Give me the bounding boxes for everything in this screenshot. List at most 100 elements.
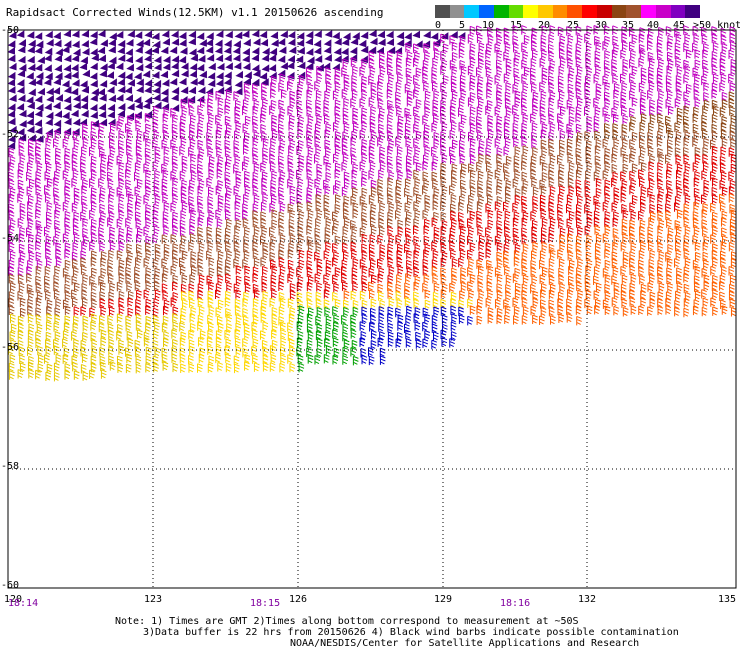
- wind-barb: [667, 146, 673, 156]
- wind-barb: [433, 49, 440, 59]
- wind-barb: [315, 194, 322, 204]
- wind-barb: [72, 218, 79, 228]
- wind-barb: [269, 241, 276, 252]
- wind-barb: [297, 61, 306, 70]
- wind-barb: [701, 306, 708, 317]
- wind-barb: [118, 115, 125, 126]
- wind-barb: [100, 267, 107, 278]
- wind-barb: [9, 155, 16, 166]
- wind-barb: [154, 347, 161, 357]
- wind-barb: [647, 306, 653, 316]
- wind-barb: [179, 337, 186, 347]
- wind-barb: [125, 169, 131, 179]
- wind-barb: [503, 122, 510, 132]
- wind-barb: [350, 321, 357, 332]
- wind-barb: [405, 162, 412, 172]
- wind-barb: [530, 211, 537, 221]
- wind-barb: [196, 78, 205, 86]
- wind-barb: [666, 179, 672, 190]
- wind-barb: [575, 155, 582, 165]
- wind-barb: [568, 265, 574, 276]
- wind-barb: [270, 179, 277, 190]
- wind-barb: [235, 265, 242, 275]
- wind-barb: [188, 283, 195, 294]
- wind-barb: [181, 155, 188, 166]
- wind-barb: [215, 353, 221, 364]
- wind-barb: [539, 179, 546, 190]
- wind-barb: [612, 217, 619, 228]
- wind-barb: [118, 305, 125, 315]
- wind-barb: [35, 234, 42, 244]
- wind-barb: [314, 137, 321, 147]
- wind-barb: [206, 131, 212, 142]
- wind-barb: [548, 258, 555, 268]
- wind-barb: [721, 99, 728, 109]
- wind-barb: [242, 62, 251, 71]
- wind-barb: [639, 177, 645, 187]
- wind-barb: [350, 98, 356, 108]
- wind-barb: [252, 249, 259, 259]
- wind-barb: [640, 195, 646, 206]
- wind-barb: [71, 297, 78, 307]
- wind-barb: [711, 57, 718, 68]
- wind-barb: [657, 235, 663, 245]
- wind-barb: [244, 170, 250, 181]
- wind-barb: [622, 209, 629, 219]
- wind-barb: [252, 283, 259, 294]
- wind-barb: [153, 298, 160, 308]
- wind-barb: [188, 105, 195, 116]
- wind-barb: [244, 185, 251, 195]
- wind-barb: [73, 211, 80, 222]
- wind-barb: [91, 339, 98, 349]
- wind-barb: [512, 227, 519, 237]
- wind-barb: [27, 211, 33, 221]
- wind-barb: [207, 345, 213, 355]
- wind-barb: [514, 282, 521, 293]
- wind-barb: [377, 234, 384, 245]
- wind-barb: [306, 99, 312, 109]
- wind-barb: [548, 114, 555, 125]
- wind-barb: [35, 103, 44, 112]
- wind-barb: [270, 137, 276, 148]
- wind-barb: [325, 345, 332, 355]
- wind-barb: [136, 251, 143, 262]
- wind-barb: [343, 97, 350, 108]
- wind-barb: [73, 315, 79, 326]
- wind-barb: [683, 186, 690, 196]
- wind-barb: [585, 241, 592, 251]
- wind-barb: [205, 38, 214, 47]
- wind-barb: [603, 59, 610, 70]
- wind-barb: [442, 74, 449, 85]
- wind-barb: [657, 259, 664, 270]
- wind-barb: [224, 98, 231, 108]
- wind-barb: [98, 178, 104, 188]
- wind-barb: [34, 63, 43, 72]
- wind-barb: [261, 226, 268, 237]
- wind-barb: [252, 105, 259, 116]
- lon-label: 129: [434, 594, 453, 605]
- wind-barb: [8, 210, 15, 221]
- wind-barb: [711, 50, 718, 61]
- wind-barb: [278, 162, 285, 173]
- wind-barb: [17, 69, 26, 78]
- wind-barb: [467, 203, 473, 214]
- wind-barb: [334, 131, 341, 141]
- wind-barb: [135, 219, 142, 229]
- wind-barb: [306, 339, 313, 350]
- wind-barb: [244, 115, 251, 126]
- wind-barb: [278, 306, 285, 316]
- wind-barb: [352, 306, 359, 317]
- wind-barb: [143, 226, 150, 236]
- wind-barb: [298, 154, 305, 165]
- wind-barb: [71, 161, 78, 171]
- wind-barb: [198, 179, 205, 190]
- wind-barb: [271, 121, 277, 132]
- wind-barb: [288, 226, 295, 236]
- wind-barb: [377, 258, 383, 269]
- wind-barb: [368, 243, 375, 254]
- wind-barb: [225, 259, 231, 269]
- wind-barb: [487, 114, 494, 125]
- wind-barb: [496, 185, 502, 195]
- wind-barb: [720, 35, 727, 45]
- wind-barb: [126, 129, 133, 139]
